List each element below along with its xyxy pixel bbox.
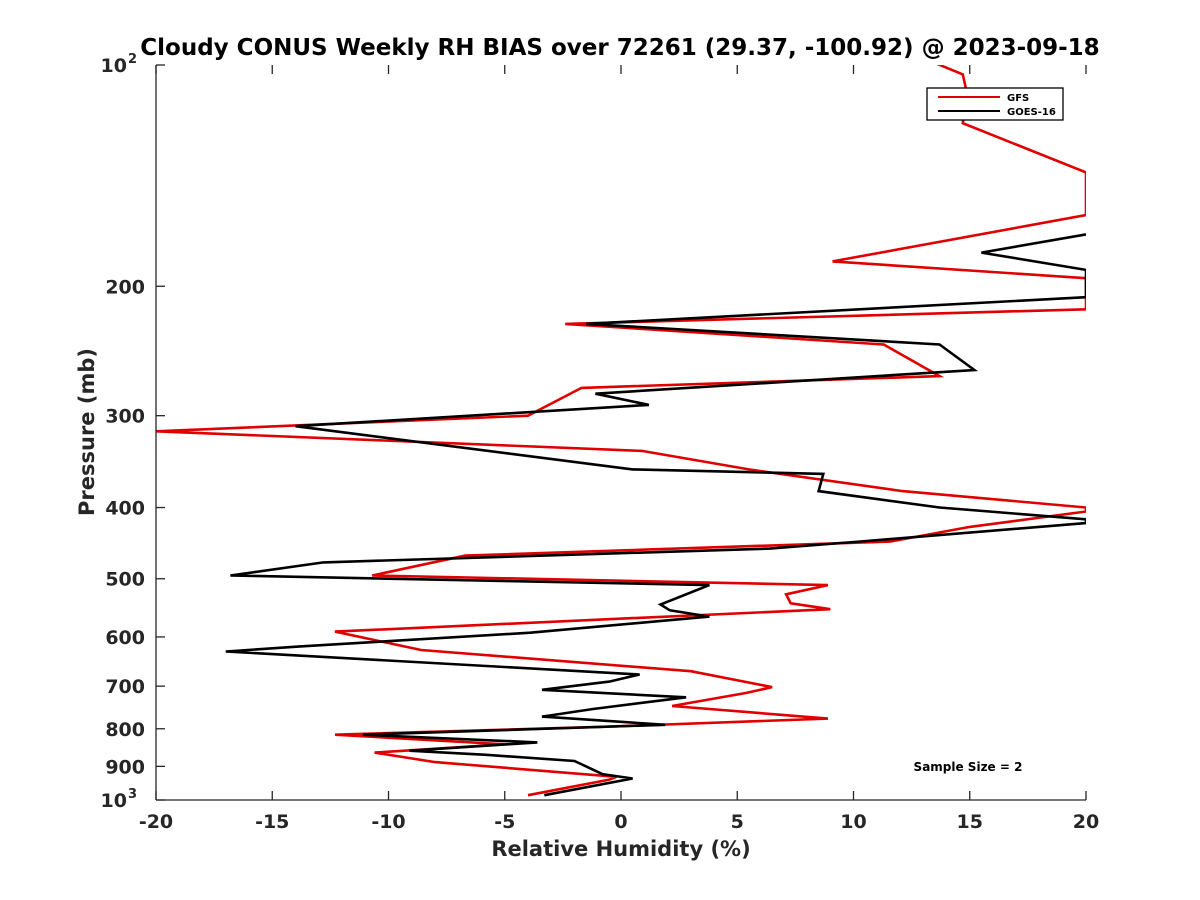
y-tick-label: 900	[105, 756, 145, 778]
y-axis-label: Pressure (mb)	[75, 348, 99, 516]
y-tick-label: 400	[105, 498, 145, 520]
y-tick-label: 200	[105, 276, 145, 298]
x-tick-label: 20	[1073, 811, 1099, 833]
series-line-goes16	[225, 233, 1086, 797]
legend-label-goes16: GOES-16	[1007, 107, 1056, 118]
y-tick-exponent: 2	[128, 52, 137, 67]
y-tick-label: 800	[105, 719, 145, 741]
x-tick-label: -5	[494, 811, 515, 833]
x-tick-label: 5	[731, 811, 744, 833]
y-tick-label: 700	[105, 676, 145, 698]
legend: GFS GOES-16	[926, 87, 1064, 121]
x-tick-label: -15	[255, 811, 289, 833]
x-tick-label: 10	[840, 811, 866, 833]
chart-title: Cloudy CONUS Weekly RH BIAS over 72261 (…	[140, 35, 1099, 61]
x-axis-label: Relative Humidity (%)	[491, 837, 750, 861]
x-tick-label: -20	[139, 811, 173, 833]
series-layer	[156, 65, 1086, 797]
x-tick-label: 0	[614, 811, 627, 833]
y-tick-exponent: 3	[128, 787, 137, 802]
x-tick-label: 15	[957, 811, 983, 833]
series-line-gfs	[156, 65, 1086, 797]
legend-box	[926, 87, 1064, 121]
axes	[155, 65, 1086, 801]
x-ticks: -20 -15 -10 -5 0 5 10 15 20	[139, 65, 1099, 833]
y-tick-label: 300	[105, 406, 145, 428]
y-tick-label: 600	[105, 627, 145, 649]
sample-size-annotation: Sample Size = 2	[914, 760, 1023, 774]
y-tick-label: 10	[101, 790, 127, 812]
legend-label-gfs: GFS	[1007, 93, 1029, 104]
x-tick-label: -10	[371, 811, 405, 833]
y-tick-label: 500	[105, 569, 145, 591]
y-tick-label: 10	[101, 55, 127, 77]
